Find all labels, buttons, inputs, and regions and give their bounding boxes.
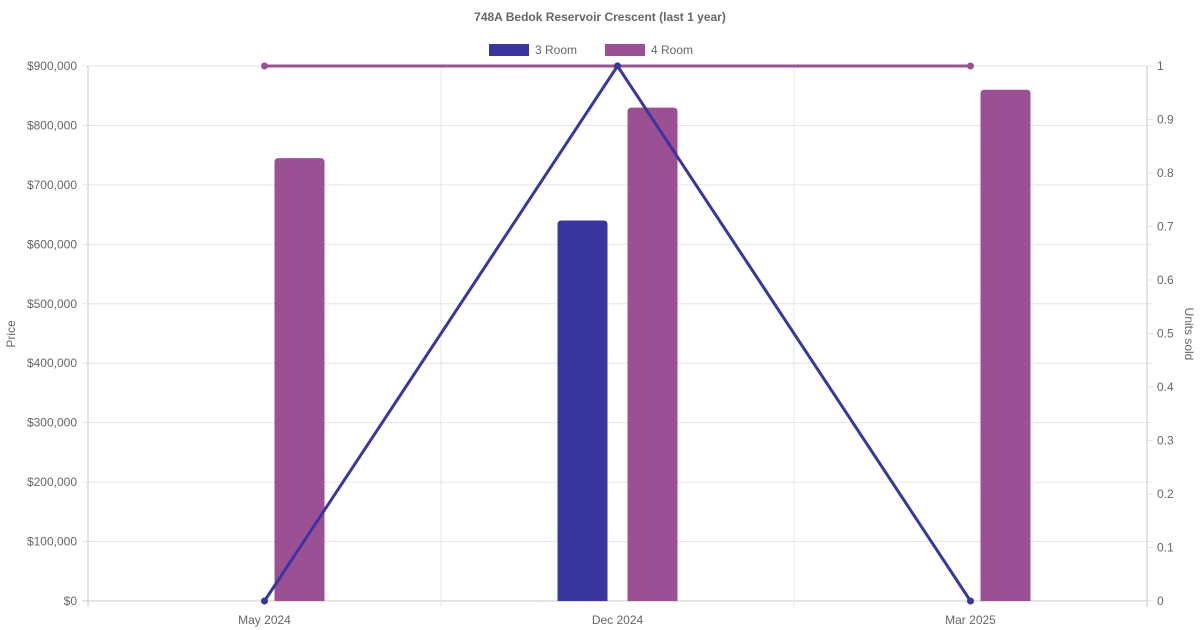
left-tick-label: $600,000 <box>27 237 77 251</box>
left-axis-title: Price <box>4 320 18 348</box>
left-tick-label: $300,000 <box>27 416 77 430</box>
right-tick-label: 0 <box>1157 594 1164 608</box>
right-tick-label: 0.4 <box>1157 380 1174 394</box>
right-tick-label: 0.9 <box>1157 113 1174 127</box>
x-tick-label: Mar 2025 <box>945 613 996 627</box>
right-tick-label: 0.7 <box>1157 220 1174 234</box>
unit-lines <box>261 62 974 605</box>
x-axis-ticks: May 2024 Dec 2024 Mar 2025 <box>238 613 996 627</box>
point-3-room <box>614 62 621 70</box>
legend-label: 4 Room <box>651 43 693 57</box>
legend-swatch <box>489 44 529 56</box>
left-tick-label: $400,000 <box>27 356 77 370</box>
right-tick-label: 0.6 <box>1157 273 1174 287</box>
point-4-room <box>261 62 268 70</box>
left-tick-label: $800,000 <box>27 118 77 132</box>
left-tick-label: $900,000 <box>27 59 77 73</box>
left-axis-ticks: $0 $100,000 $200,000 $300,000 $400,000 $500,0… <box>27 59 77 608</box>
bar-4-room <box>274 158 325 601</box>
right-axis-title: Units sold <box>1182 308 1196 361</box>
point-3-room <box>261 597 268 605</box>
right-axis-ticks: 0 0.1 0.2 0.3 0.4 0.5 0.6 0.7 0.8 0.9 1 <box>1157 59 1174 608</box>
right-tick-label: 0.3 <box>1157 434 1174 448</box>
point-4-room <box>967 62 974 70</box>
x-tick-label: Dec 2024 <box>592 613 644 627</box>
right-tick-label: 0.2 <box>1157 487 1174 501</box>
left-tick-label: $100,000 <box>27 535 77 549</box>
x-tick-label: May 2024 <box>238 613 291 627</box>
line-3-room <box>263 64 972 602</box>
left-tick-label: $500,000 <box>27 297 77 311</box>
legend: 3 Room 4 Room <box>489 43 693 57</box>
bar-3-room <box>557 220 608 602</box>
right-tick-label: 1 <box>1157 59 1164 73</box>
bar-4-room <box>627 107 678 601</box>
left-tick-label: $200,000 <box>27 475 77 489</box>
left-tick-label: $0 <box>64 594 78 608</box>
legend-label: 3 Room <box>535 43 577 57</box>
bar-4-room <box>980 89 1031 602</box>
right-tick-label: 0.5 <box>1157 327 1174 341</box>
legend-swatch <box>605 44 645 56</box>
chart-title: 748A Bedok Reservoir Crescent (last 1 ye… <box>474 10 726 24</box>
bars <box>274 89 1031 602</box>
gridlines <box>82 65 1153 607</box>
left-tick-label: $700,000 <box>27 178 77 192</box>
point-3-room <box>967 597 974 605</box>
right-tick-label: 0.8 <box>1157 166 1174 180</box>
right-tick-label: 0.1 <box>1157 541 1174 555</box>
